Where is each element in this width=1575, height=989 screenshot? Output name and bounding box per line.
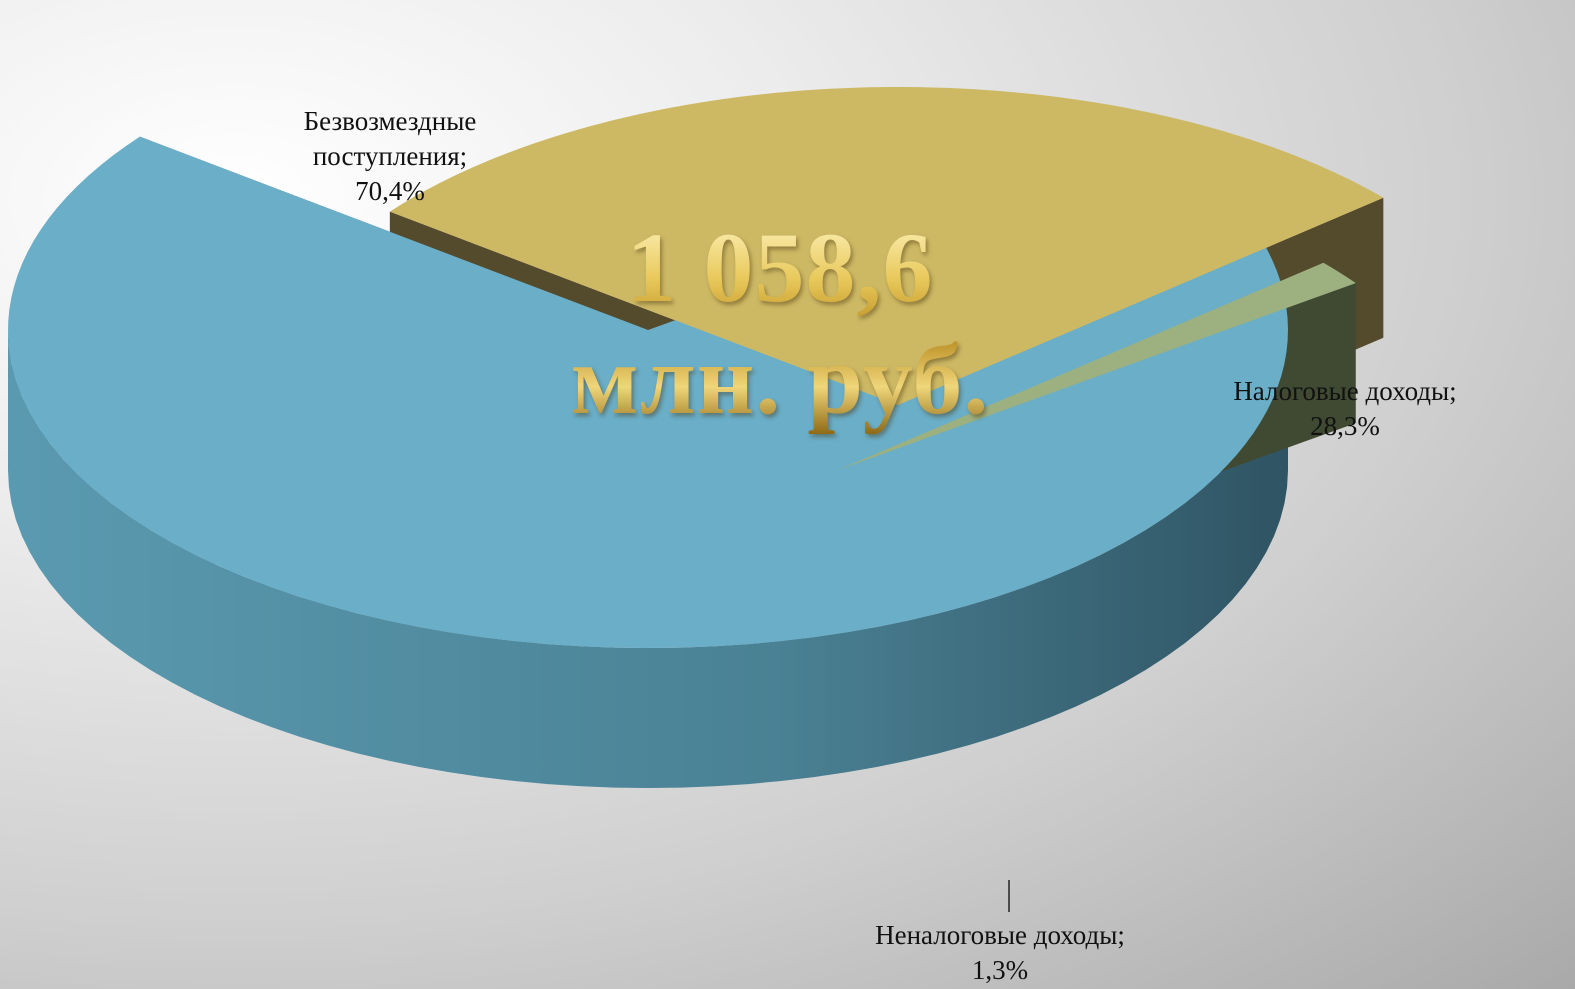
slice-bezvozmezdnye-rim <box>8 330 1288 788</box>
slice-nenalogovye-top <box>838 262 1356 470</box>
slice-label-nenalogovye: Неналоговые доходы; 1,3% <box>875 920 1125 985</box>
slice-nalogovye-top <box>389 87 1384 405</box>
total-amount: 1 058,6 млн. руб. <box>430 212 1130 436</box>
slice-label-bezvozmezdnye: Безвозмездные поступления; 70,4% <box>303 106 477 206</box>
slice-label-nalogovye: Налоговые доходы; 28,3% <box>1233 376 1457 441</box>
